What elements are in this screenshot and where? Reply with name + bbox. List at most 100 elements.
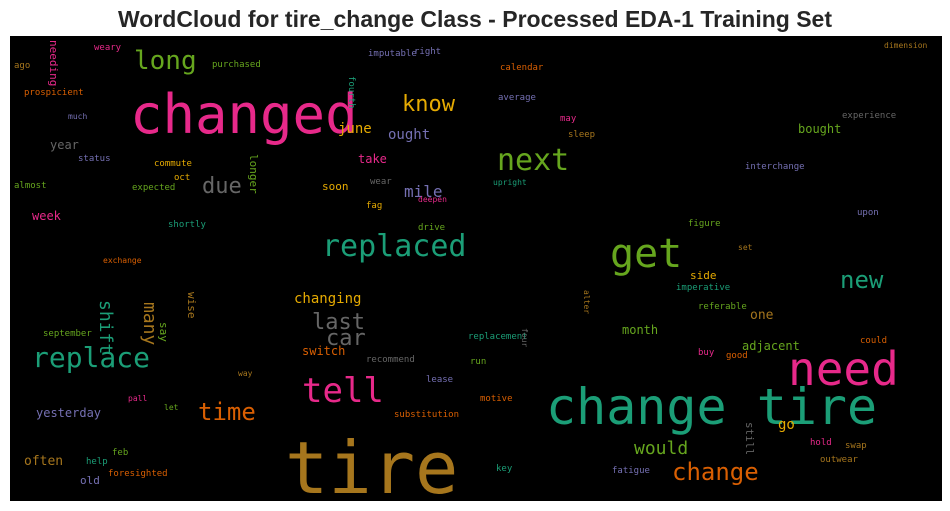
word-often: often xyxy=(24,454,64,469)
word-go: go xyxy=(778,417,795,433)
word-bought: bought xyxy=(798,122,842,136)
word-interchange: interchange xyxy=(745,162,805,172)
word-expected: expected xyxy=(132,183,176,193)
word-many: many xyxy=(139,302,160,346)
word-take: take xyxy=(358,152,387,166)
word-adjacent: adjacent xyxy=(742,339,800,353)
word-almost: almost xyxy=(14,181,47,191)
word-hold: hold xyxy=(810,438,832,448)
word-run: run xyxy=(470,357,487,367)
wordcloud-canvas: tire changed change tire need get replaced rep… xyxy=(10,36,942,501)
word-referable: referable xyxy=(698,302,747,312)
word-tell: tell xyxy=(302,371,384,411)
word-swap: swap xyxy=(845,441,867,451)
word-weary: weary xyxy=(94,43,122,53)
word-month: month xyxy=(622,323,659,337)
word-ought: ought xyxy=(388,127,431,143)
word-side: side xyxy=(690,269,717,282)
word-wear: wear xyxy=(370,177,392,187)
word-replacement: replacement xyxy=(468,332,528,342)
word-purchased: purchased xyxy=(212,60,261,70)
word-replace: replace xyxy=(32,341,151,374)
word-replaced: replaced xyxy=(322,229,467,264)
word-oct: oct xyxy=(174,173,191,183)
word-september: september xyxy=(43,329,92,339)
word-calendar: calendar xyxy=(500,63,544,73)
word-say: say xyxy=(157,322,170,342)
word-average: average xyxy=(498,93,536,103)
word-know: know xyxy=(402,92,455,117)
word-mile: mile xyxy=(404,182,443,201)
word-feb: feb xyxy=(112,448,129,458)
word-figure: figure xyxy=(688,219,721,229)
word-changing: changing xyxy=(294,291,362,307)
word-changed: changed xyxy=(130,83,358,146)
word-fag: fag xyxy=(366,201,383,211)
word-change: change xyxy=(672,458,759,486)
word-need: need xyxy=(788,342,899,396)
word-deepen: deepen xyxy=(418,195,447,204)
word-experience: experience xyxy=(842,111,897,121)
word-ago: ago xyxy=(14,61,31,71)
word-soon: soon xyxy=(322,180,349,193)
word-imputable: imputable xyxy=(368,49,417,59)
word-recommend: recommend xyxy=(366,355,415,365)
word-still: still xyxy=(743,422,756,456)
word-dimension: dimension xyxy=(884,41,928,50)
word-shortly: shortly xyxy=(168,220,206,230)
word-year: year xyxy=(50,138,79,152)
word-long: long xyxy=(134,46,197,76)
word-get: get xyxy=(610,231,683,277)
word-could: could xyxy=(860,336,888,346)
word-key: key xyxy=(496,464,513,474)
word-foresighted: foresighted xyxy=(108,469,168,479)
word-prospicient: prospicient xyxy=(24,88,84,98)
word-four: four xyxy=(520,328,529,348)
word-change-tire: change tire xyxy=(546,378,878,436)
word-set: set xyxy=(738,243,753,252)
word-imperative: imperative xyxy=(676,283,731,293)
word-lease: lease xyxy=(426,375,454,385)
word-longer: longer xyxy=(247,154,260,194)
word-car: car xyxy=(326,326,366,351)
word-substitution: substitution xyxy=(394,410,460,420)
word-exchange: exchange xyxy=(103,256,142,265)
word-pall: pall xyxy=(128,394,148,403)
word-fatigue: fatigue xyxy=(612,466,650,476)
word-june: june xyxy=(338,121,372,137)
word-may: may xyxy=(560,114,577,124)
word-needing: needing xyxy=(47,40,60,87)
word-help: help xyxy=(86,457,108,467)
word-last: last xyxy=(312,310,365,335)
word-due: due xyxy=(202,174,242,199)
word-yesterday: yesterday xyxy=(36,406,102,420)
word-one: one xyxy=(750,308,774,323)
word-commute: commute xyxy=(154,159,192,169)
word-tire: tire xyxy=(285,426,459,501)
word-upon: upon xyxy=(857,208,879,218)
word-would: would xyxy=(634,438,689,459)
word-buy: buy xyxy=(698,348,715,358)
word-let: let xyxy=(164,403,179,412)
word-alter: alter xyxy=(582,290,591,315)
word-switch: switch xyxy=(302,344,346,358)
word-sleep: sleep xyxy=(568,130,596,140)
word-drive: drive xyxy=(418,223,446,233)
word-good: good xyxy=(726,351,748,361)
chart-title: WordCloud for tire_change Class - Proces… xyxy=(117,6,832,32)
word-fourth: fourth xyxy=(346,76,356,109)
word-status: status xyxy=(78,154,111,164)
word-right: right xyxy=(414,47,442,57)
word-week: week xyxy=(32,209,61,223)
word-next: next xyxy=(497,143,570,178)
word-old: old xyxy=(80,474,100,487)
word-outwear: outwear xyxy=(820,455,858,465)
word-upright: upright xyxy=(493,178,527,187)
word-new: new xyxy=(840,266,884,294)
word-wise: wise xyxy=(185,292,198,319)
word-much: much xyxy=(68,112,88,121)
word-way: way xyxy=(238,369,253,378)
word-motive: motive xyxy=(480,394,513,404)
word-time: time xyxy=(198,398,256,426)
word-shift: shift xyxy=(95,300,116,355)
